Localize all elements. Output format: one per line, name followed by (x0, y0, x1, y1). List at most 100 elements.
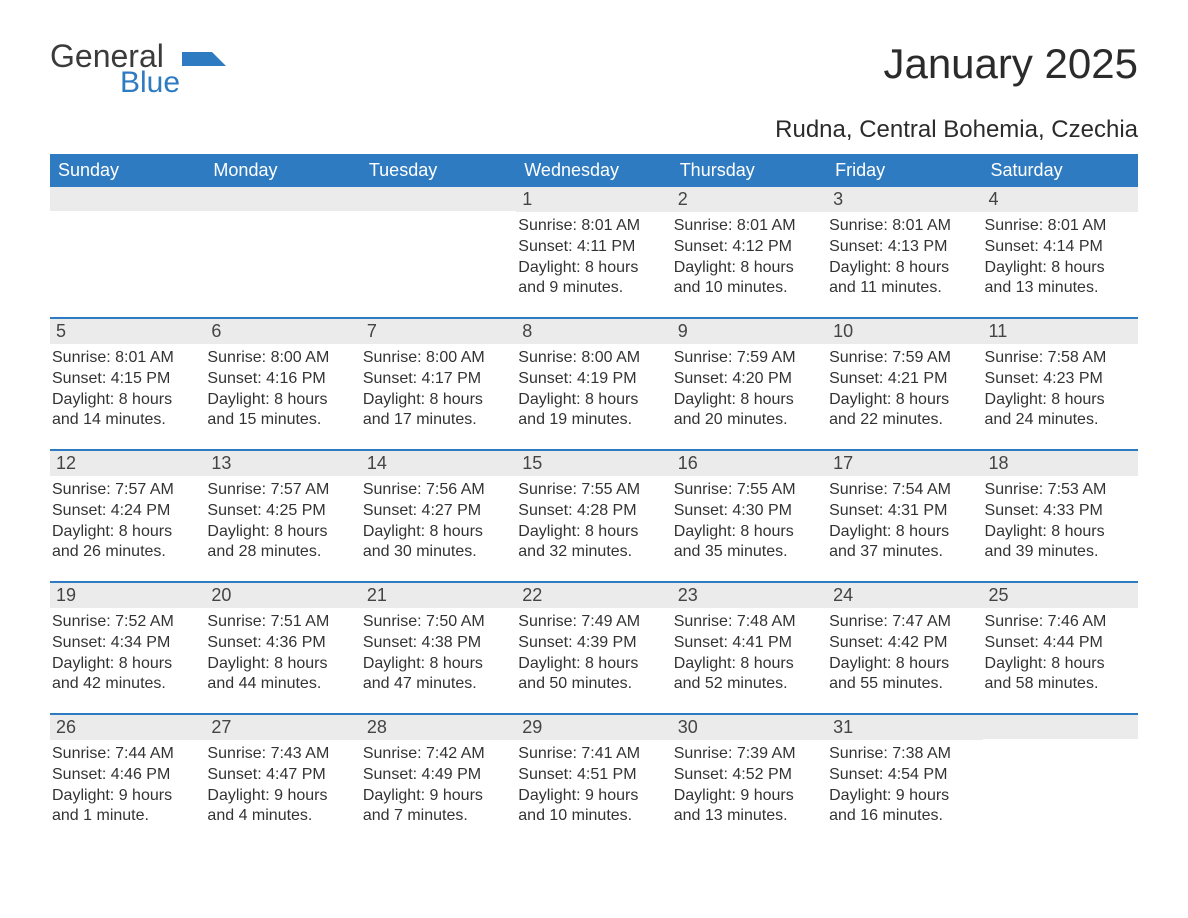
day-body: Sunrise: 7:56 AMSunset: 4:27 PMDaylight:… (361, 476, 516, 567)
daylight-line: Daylight: 8 hours and 17 minutes. (363, 390, 512, 432)
day-number: 1 (516, 187, 671, 212)
sunrise-line: Sunrise: 7:51 AM (207, 612, 356, 633)
day-body: Sunrise: 7:39 AMSunset: 4:52 PMDaylight:… (672, 740, 827, 831)
day-cell: 3Sunrise: 8:01 AMSunset: 4:13 PMDaylight… (827, 187, 982, 305)
daylight-line: Daylight: 8 hours and 52 minutes. (674, 654, 823, 696)
logo-text: General Blue (50, 40, 180, 98)
sunset-line: Sunset: 4:36 PM (207, 633, 356, 654)
sunrise-line: Sunrise: 7:59 AM (829, 348, 978, 369)
day-number: 22 (516, 583, 671, 608)
day-cell: 20Sunrise: 7:51 AMSunset: 4:36 PMDayligh… (205, 583, 360, 701)
sunrise-line: Sunrise: 7:53 AM (985, 480, 1134, 501)
day-number: 25 (983, 583, 1138, 608)
day-cell: 6Sunrise: 8:00 AMSunset: 4:16 PMDaylight… (205, 319, 360, 437)
day-cell: 11Sunrise: 7:58 AMSunset: 4:23 PMDayligh… (983, 319, 1138, 437)
sunset-line: Sunset: 4:52 PM (674, 765, 823, 786)
sunrise-line: Sunrise: 8:01 AM (52, 348, 201, 369)
day-number (983, 715, 1138, 739)
weeks-container: 1Sunrise: 8:01 AMSunset: 4:11 PMDaylight… (50, 187, 1138, 833)
sunrise-line: Sunrise: 8:01 AM (829, 216, 978, 237)
sunset-line: Sunset: 4:46 PM (52, 765, 201, 786)
daylight-line: Daylight: 8 hours and 14 minutes. (52, 390, 201, 432)
day-number: 20 (205, 583, 360, 608)
day-cell: 8Sunrise: 8:00 AMSunset: 4:19 PMDaylight… (516, 319, 671, 437)
day-body: Sunrise: 8:00 AMSunset: 4:17 PMDaylight:… (361, 344, 516, 435)
weekday-header: Friday (827, 154, 982, 187)
sunrise-line: Sunrise: 7:42 AM (363, 744, 512, 765)
day-number: 15 (516, 451, 671, 476)
sunrise-line: Sunrise: 7:58 AM (985, 348, 1134, 369)
day-number: 4 (983, 187, 1138, 212)
sunset-line: Sunset: 4:19 PM (518, 369, 667, 390)
sunrise-line: Sunrise: 7:59 AM (674, 348, 823, 369)
daylight-line: Daylight: 8 hours and 20 minutes. (674, 390, 823, 432)
sunset-line: Sunset: 4:34 PM (52, 633, 201, 654)
sunset-line: Sunset: 4:12 PM (674, 237, 823, 258)
sunset-line: Sunset: 4:30 PM (674, 501, 823, 522)
day-body: Sunrise: 7:55 AMSunset: 4:28 PMDaylight:… (516, 476, 671, 567)
sunrise-line: Sunrise: 8:00 AM (363, 348, 512, 369)
daylight-line: Daylight: 9 hours and 16 minutes. (829, 786, 978, 828)
daylight-line: Daylight: 8 hours and 32 minutes. (518, 522, 667, 564)
daylight-line: Daylight: 8 hours and 50 minutes. (518, 654, 667, 696)
day-number: 28 (361, 715, 516, 740)
day-body: Sunrise: 8:01 AMSunset: 4:14 PMDaylight:… (983, 212, 1138, 303)
sunrise-line: Sunrise: 7:48 AM (674, 612, 823, 633)
logo: General Blue (50, 40, 226, 98)
sunrise-line: Sunrise: 7:46 AM (985, 612, 1134, 633)
day-body: Sunrise: 7:51 AMSunset: 4:36 PMDaylight:… (205, 608, 360, 699)
day-body: Sunrise: 7:43 AMSunset: 4:47 PMDaylight:… (205, 740, 360, 831)
week-row: 12Sunrise: 7:57 AMSunset: 4:24 PMDayligh… (50, 449, 1138, 569)
weekday-header: Tuesday (361, 154, 516, 187)
daylight-line: Daylight: 8 hours and 55 minutes. (829, 654, 978, 696)
day-cell: 24Sunrise: 7:47 AMSunset: 4:42 PMDayligh… (827, 583, 982, 701)
day-body: Sunrise: 7:49 AMSunset: 4:39 PMDaylight:… (516, 608, 671, 699)
sunrise-line: Sunrise: 8:00 AM (518, 348, 667, 369)
weekday-header: Thursday (672, 154, 827, 187)
day-number: 3 (827, 187, 982, 212)
sunrise-line: Sunrise: 7:38 AM (829, 744, 978, 765)
day-number: 24 (827, 583, 982, 608)
sunset-line: Sunset: 4:20 PM (674, 369, 823, 390)
day-number: 30 (672, 715, 827, 740)
sunset-line: Sunset: 4:42 PM (829, 633, 978, 654)
daylight-line: Daylight: 9 hours and 7 minutes. (363, 786, 512, 828)
day-number: 23 (672, 583, 827, 608)
day-number: 13 (205, 451, 360, 476)
day-cell: 7Sunrise: 8:00 AMSunset: 4:17 PMDaylight… (361, 319, 516, 437)
sunset-line: Sunset: 4:15 PM (52, 369, 201, 390)
day-cell: 25 Sunrise: 7:46 AMSunset: 4:44 PMDayligh… (983, 583, 1138, 701)
day-number: 6 (205, 319, 360, 344)
sunset-line: Sunset: 4:33 PM (985, 501, 1134, 522)
day-number (361, 187, 516, 211)
day-cell: 4Sunrise: 8:01 AMSunset: 4:14 PMDaylight… (983, 187, 1138, 305)
day-body: Sunrise: 7:57 AMSunset: 4:25 PMDaylight:… (205, 476, 360, 567)
day-number: 31 (827, 715, 982, 740)
week-row: 26Sunrise: 7:44 AMSunset: 4:46 PMDayligh… (50, 713, 1138, 833)
daylight-line: Daylight: 9 hours and 4 minutes. (207, 786, 356, 828)
day-cell: 29Sunrise: 7:41 AMSunset: 4:51 PMDayligh… (516, 715, 671, 833)
day-number: 8 (516, 319, 671, 344)
day-body: Sunrise: 7:47 AMSunset: 4:42 PMDaylight:… (827, 608, 982, 699)
daylight-line: Daylight: 8 hours and 39 minutes. (985, 522, 1134, 564)
day-number: 2 (672, 187, 827, 212)
daylight-line: Daylight: 8 hours and 58 minutes. (985, 654, 1134, 696)
day-body: Sunrise: 7:53 AMSunset: 4:33 PMDaylight:… (983, 476, 1138, 567)
week-row: 1Sunrise: 8:01 AMSunset: 4:11 PMDaylight… (50, 187, 1138, 305)
sunrise-line: Sunrise: 8:01 AM (985, 216, 1134, 237)
day-cell: 21Sunrise: 7:50 AMSunset: 4:38 PMDayligh… (361, 583, 516, 701)
sunrise-line: Sunrise: 7:50 AM (363, 612, 512, 633)
sunset-line: Sunset: 4:44 PM (985, 633, 1134, 654)
week-row: 19Sunrise: 7:52 AMSunset: 4:34 PMDayligh… (50, 581, 1138, 701)
day-number: 29 (516, 715, 671, 740)
sunrise-line: Sunrise: 7:44 AM (52, 744, 201, 765)
title-block: January 2025 (883, 40, 1138, 88)
daylight-line: Daylight: 9 hours and 13 minutes. (674, 786, 823, 828)
sunset-line: Sunset: 4:14 PM (985, 237, 1134, 258)
day-cell: 13Sunrise: 7:57 AMSunset: 4:25 PMDayligh… (205, 451, 360, 569)
header: General Blue January 2025 (50, 40, 1138, 98)
day-cell: 12Sunrise: 7:57 AMSunset: 4:24 PMDayligh… (50, 451, 205, 569)
day-body: Sunrise: 7:59 AMSunset: 4:21 PMDaylight:… (827, 344, 982, 435)
sunrise-line: Sunrise: 8:01 AM (518, 216, 667, 237)
flag-icon (182, 46, 226, 79)
